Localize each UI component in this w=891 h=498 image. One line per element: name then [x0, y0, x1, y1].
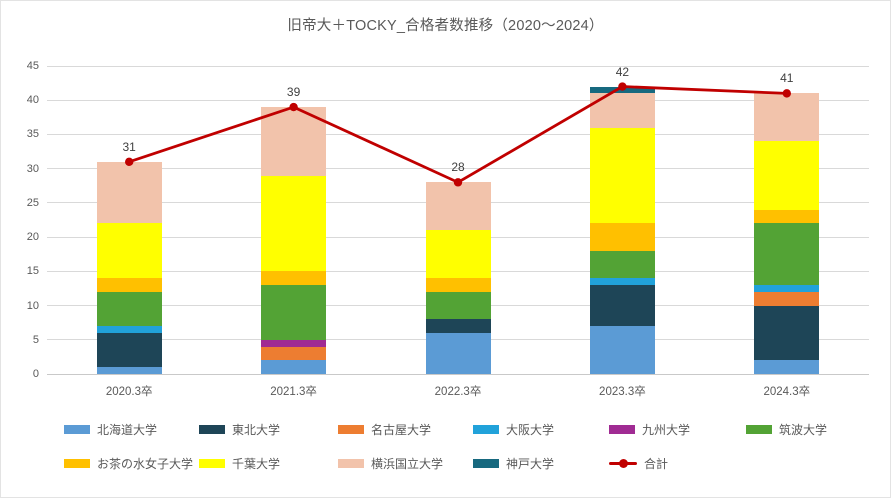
- bar-segment[interactable]: [754, 141, 820, 210]
- x-axis-line: [47, 373, 869, 375]
- total-data-label: 41: [780, 71, 794, 86]
- bar-segment[interactable]: [425, 278, 491, 292]
- legend-item[interactable]: 横浜国立大学: [338, 456, 444, 471]
- bar-segment[interactable]: [589, 93, 655, 128]
- legend-swatch: [338, 458, 364, 468]
- legend-swatch: [64, 424, 90, 434]
- legend-item[interactable]: 合計: [609, 456, 669, 471]
- legend-item[interactable]: 千葉大学: [199, 456, 281, 471]
- total-data-label: 28: [451, 160, 465, 175]
- legend-swatch: [338, 424, 364, 434]
- legend-label: 神戸大学: [506, 456, 555, 471]
- gridline: [47, 133, 869, 135]
- legend-label: お茶の水女子大学: [97, 456, 194, 471]
- bar-segment[interactable]: [754, 360, 820, 374]
- x-axis-category-label: 2021.3卒: [270, 386, 317, 398]
- x-axis-category-label: 2023.3卒: [599, 386, 646, 398]
- legend-label: 千葉大学: [232, 456, 281, 471]
- y-axis-tick-label: 35: [26, 128, 39, 141]
- bar-segment[interactable]: [589, 86, 655, 94]
- legend-item[interactable]: 神戸大学: [473, 456, 555, 471]
- bar-segment[interactable]: [754, 93, 820, 142]
- bar-segment[interactable]: [754, 305, 820, 361]
- bar-segment[interactable]: [261, 271, 327, 286]
- legend-label: 名古屋大学: [371, 422, 432, 437]
- legend-swatch: [473, 424, 499, 434]
- bar-segment[interactable]: [589, 285, 655, 327]
- y-axis-tick-label: 15: [26, 265, 39, 278]
- legend-label: 横浜国立大学: [371, 456, 444, 471]
- legend-label: 大阪大学: [506, 422, 555, 437]
- bar-segment[interactable]: [96, 223, 162, 279]
- chart-title: 旧帝大＋TOCKY_合格者数推移（2020～2024）: [287, 18, 604, 34]
- bar-segment[interactable]: [261, 285, 327, 340]
- legend-item[interactable]: 北海道大学: [64, 422, 158, 437]
- legend-line-marker: [619, 458, 628, 468]
- bar-segment[interactable]: [425, 291, 491, 320]
- legend-swatch: [64, 458, 90, 468]
- y-axis-tick-label: 40: [26, 94, 39, 107]
- bar-segment[interactable]: [96, 278, 162, 292]
- bar-segment[interactable]: [754, 209, 820, 224]
- legend-swatch: [473, 458, 499, 468]
- bar-segment[interactable]: [754, 285, 820, 292]
- bar-segment[interactable]: [589, 127, 655, 224]
- bar-segment[interactable]: [261, 346, 327, 361]
- bar-segment[interactable]: [589, 278, 655, 286]
- x-axis-category-label: 2020.3卒: [105, 386, 153, 398]
- y-axis-tick-label: 30: [26, 162, 39, 175]
- y-axis-tick-label: 0: [32, 368, 39, 380]
- bar-segment[interactable]: [261, 175, 327, 272]
- legend-item[interactable]: 九州大学: [609, 422, 691, 437]
- bar-segment[interactable]: [589, 223, 655, 251]
- bar-segment[interactable]: [589, 250, 655, 279]
- y-axis-tick-label: 10: [26, 299, 39, 312]
- gridline: [47, 99, 869, 101]
- legend-label: 東北大学: [232, 422, 281, 437]
- y-axis-tick-label: 45: [26, 60, 39, 72]
- legend-swatch: [609, 424, 635, 434]
- bar-segment[interactable]: [96, 326, 162, 333]
- legend-swatch: [199, 424, 225, 434]
- legend-label: 北海道大学: [97, 422, 158, 437]
- bar-segment[interactable]: [425, 319, 491, 333]
- legend-label: 筑波大学: [779, 422, 828, 437]
- bar-segment[interactable]: [261, 339, 327, 347]
- total-data-label: 31: [122, 139, 136, 154]
- legend-swatch: [746, 424, 772, 434]
- bar-segment[interactable]: [261, 107, 327, 176]
- y-axis-tick-label: 5: [32, 333, 39, 346]
- legend-item[interactable]: 東北大学: [199, 422, 281, 437]
- gridline: [47, 65, 869, 67]
- bar-segment[interactable]: [96, 161, 162, 224]
- legend-item[interactable]: 大阪大学: [473, 422, 555, 437]
- x-axis-category-label: 2024.3卒: [763, 386, 811, 398]
- legend-swatch: [199, 458, 225, 468]
- y-axis-tick-label: 20: [26, 231, 39, 244]
- bar-segment[interactable]: [754, 223, 820, 286]
- legend-label: 九州大学: [642, 422, 691, 437]
- y-axis-tick-label: 25: [26, 196, 39, 209]
- bar-segment[interactable]: [425, 230, 491, 279]
- legend-item[interactable]: お茶の水女子大学: [64, 456, 194, 471]
- legend-label: 合計: [644, 456, 669, 471]
- bar-segment[interactable]: [425, 332, 491, 374]
- total-data-label: 39: [286, 85, 301, 100]
- bar-segment[interactable]: [754, 291, 820, 306]
- legend-item[interactable]: 筑波大学: [746, 422, 828, 437]
- legend-line-swatch: [609, 458, 637, 468]
- bar-segment[interactable]: [96, 291, 162, 327]
- bar-segment[interactable]: [425, 182, 491, 231]
- bar-segment[interactable]: [589, 326, 655, 374]
- total-data-label: 42: [615, 64, 630, 79]
- legend-item[interactable]: 名古屋大学: [338, 422, 432, 437]
- bar-segment[interactable]: [96, 332, 162, 368]
- x-axis-category-label: 2022.3卒: [434, 386, 482, 398]
- bar-segment[interactable]: [96, 367, 162, 374]
- bar-segment[interactable]: [261, 360, 327, 374]
